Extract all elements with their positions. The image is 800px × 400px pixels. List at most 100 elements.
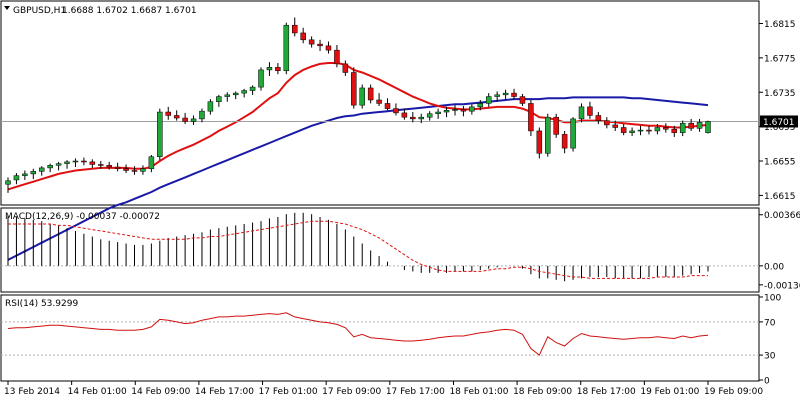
candle-body (553, 116, 559, 135)
candle-body (190, 118, 197, 122)
price-y-tick-label: 1.6775 (764, 54, 796, 64)
price-y-tick-label: 1.6695 (764, 123, 796, 133)
candle-body (637, 129, 644, 132)
candle-body (64, 161, 70, 164)
rsi-y-tick-label: 100 (764, 294, 781, 304)
candle-body (663, 127, 669, 130)
x-tick-label: 14 Feb 09:00 (131, 387, 190, 397)
candle-body (308, 39, 315, 45)
candle-body (351, 72, 357, 106)
x-tick-label: 18 Feb 01:00 (449, 387, 508, 397)
candle-body (241, 90, 247, 94)
candle-body (587, 106, 593, 116)
candle-body (157, 111, 163, 157)
candle-body (224, 94, 231, 97)
candle-body (13, 175, 20, 181)
candle-body (477, 103, 484, 108)
candle-body (98, 164, 104, 166)
symbol-triangle-icon (4, 6, 10, 10)
candle-body (443, 110, 450, 113)
candle-body (696, 122, 703, 129)
axis-layer: 1.6815 1.6775 1.6735 1.6695 1.6655 1.6615 0.00… (4, 20, 800, 397)
candle-body (114, 166, 121, 170)
last-price-badge (760, 115, 798, 128)
candle-body (232, 92, 239, 96)
candle-body (679, 122, 686, 133)
candle-body (620, 127, 627, 133)
candle-body (401, 112, 408, 118)
candle-body (89, 161, 96, 165)
rsi-y-tick-label: 70 (764, 318, 776, 328)
candle-body (148, 156, 155, 170)
candle-body (688, 122, 694, 129)
macd-y-tick-label: 0.00366 (764, 211, 800, 221)
price-layer (1, 17, 759, 261)
macd-signal-line (8, 220, 708, 279)
candle-body (207, 101, 214, 112)
candle-body (435, 111, 441, 114)
rsi-y-tick-label: 30 (764, 352, 776, 362)
price-y-tick-label: 1.6735 (764, 89, 796, 99)
price-y-tick-label: 1.6815 (764, 20, 796, 30)
x-tick-label: 13 Feb 2014 (4, 387, 60, 397)
rsi-pane-frame (0, 294, 760, 382)
candle-body (393, 108, 399, 114)
candle-body (291, 24, 298, 34)
candle-body (30, 171, 37, 175)
candle-body (131, 170, 138, 172)
candle-body (216, 96, 222, 102)
candle-body (452, 109, 458, 111)
candle-body (629, 130, 635, 133)
price-header-values: 1.6688 1.6702 1.6687 1.6701 (62, 6, 197, 16)
candle-body (460, 109, 467, 112)
rsi-header: RSI(14) 53.9299 (5, 299, 78, 309)
candle-body (5, 180, 11, 185)
candle-body (258, 69, 264, 88)
candle-body (173, 115, 180, 119)
macd-y-tick-label: 0.00 (764, 262, 784, 272)
candle-body (536, 130, 543, 154)
candle-body (266, 67, 273, 71)
rsi-y-tick-label: 0 (764, 377, 770, 387)
rsi-layer (1, 312, 759, 356)
candle-body (334, 49, 340, 65)
x-tick-label: 17 Feb 09:00 (322, 387, 381, 397)
macd-layer (1, 212, 759, 282)
candle-body (325, 45, 332, 51)
candle-body (72, 160, 79, 163)
candle-body (426, 113, 433, 118)
candle-body (578, 106, 585, 120)
candle-body (485, 96, 492, 104)
candle-body (469, 106, 475, 112)
x-tick-label: 17 Feb 01:00 (259, 387, 318, 397)
candle-body (410, 116, 416, 120)
candle-body (38, 167, 45, 172)
price-pane-frame (0, 0, 760, 206)
candle-body (418, 116, 425, 120)
x-tick-label: 18 Feb 09:00 (513, 387, 572, 397)
candle-body (283, 24, 290, 72)
candle-body (359, 87, 365, 106)
x-tick-label: 19 Feb 09:00 (704, 387, 763, 397)
macd-header: MACD(12,26,9) -0.00037 -0.00072 (5, 212, 160, 222)
x-tick-label: 17 Feb 17:00 (386, 387, 445, 397)
candle-body (182, 117, 188, 122)
macd-pane-frame (0, 207, 760, 293)
candle-body (47, 165, 53, 169)
candle-body (528, 103, 534, 132)
candle-body (123, 168, 129, 171)
last-price-label: 1.6701 (763, 118, 795, 128)
candle-body (165, 111, 171, 116)
candle-body (561, 134, 568, 149)
candle-body (570, 118, 576, 149)
macd-y-tick-label: -0.00136 (764, 281, 800, 291)
candle-body (646, 129, 652, 132)
rsi-line (7, 312, 709, 356)
candle-body (705, 121, 711, 133)
candle-body (376, 99, 382, 104)
candle-body (494, 94, 500, 97)
x-tick-label: 19 Feb 01:00 (640, 387, 699, 397)
candle-body (612, 124, 618, 128)
